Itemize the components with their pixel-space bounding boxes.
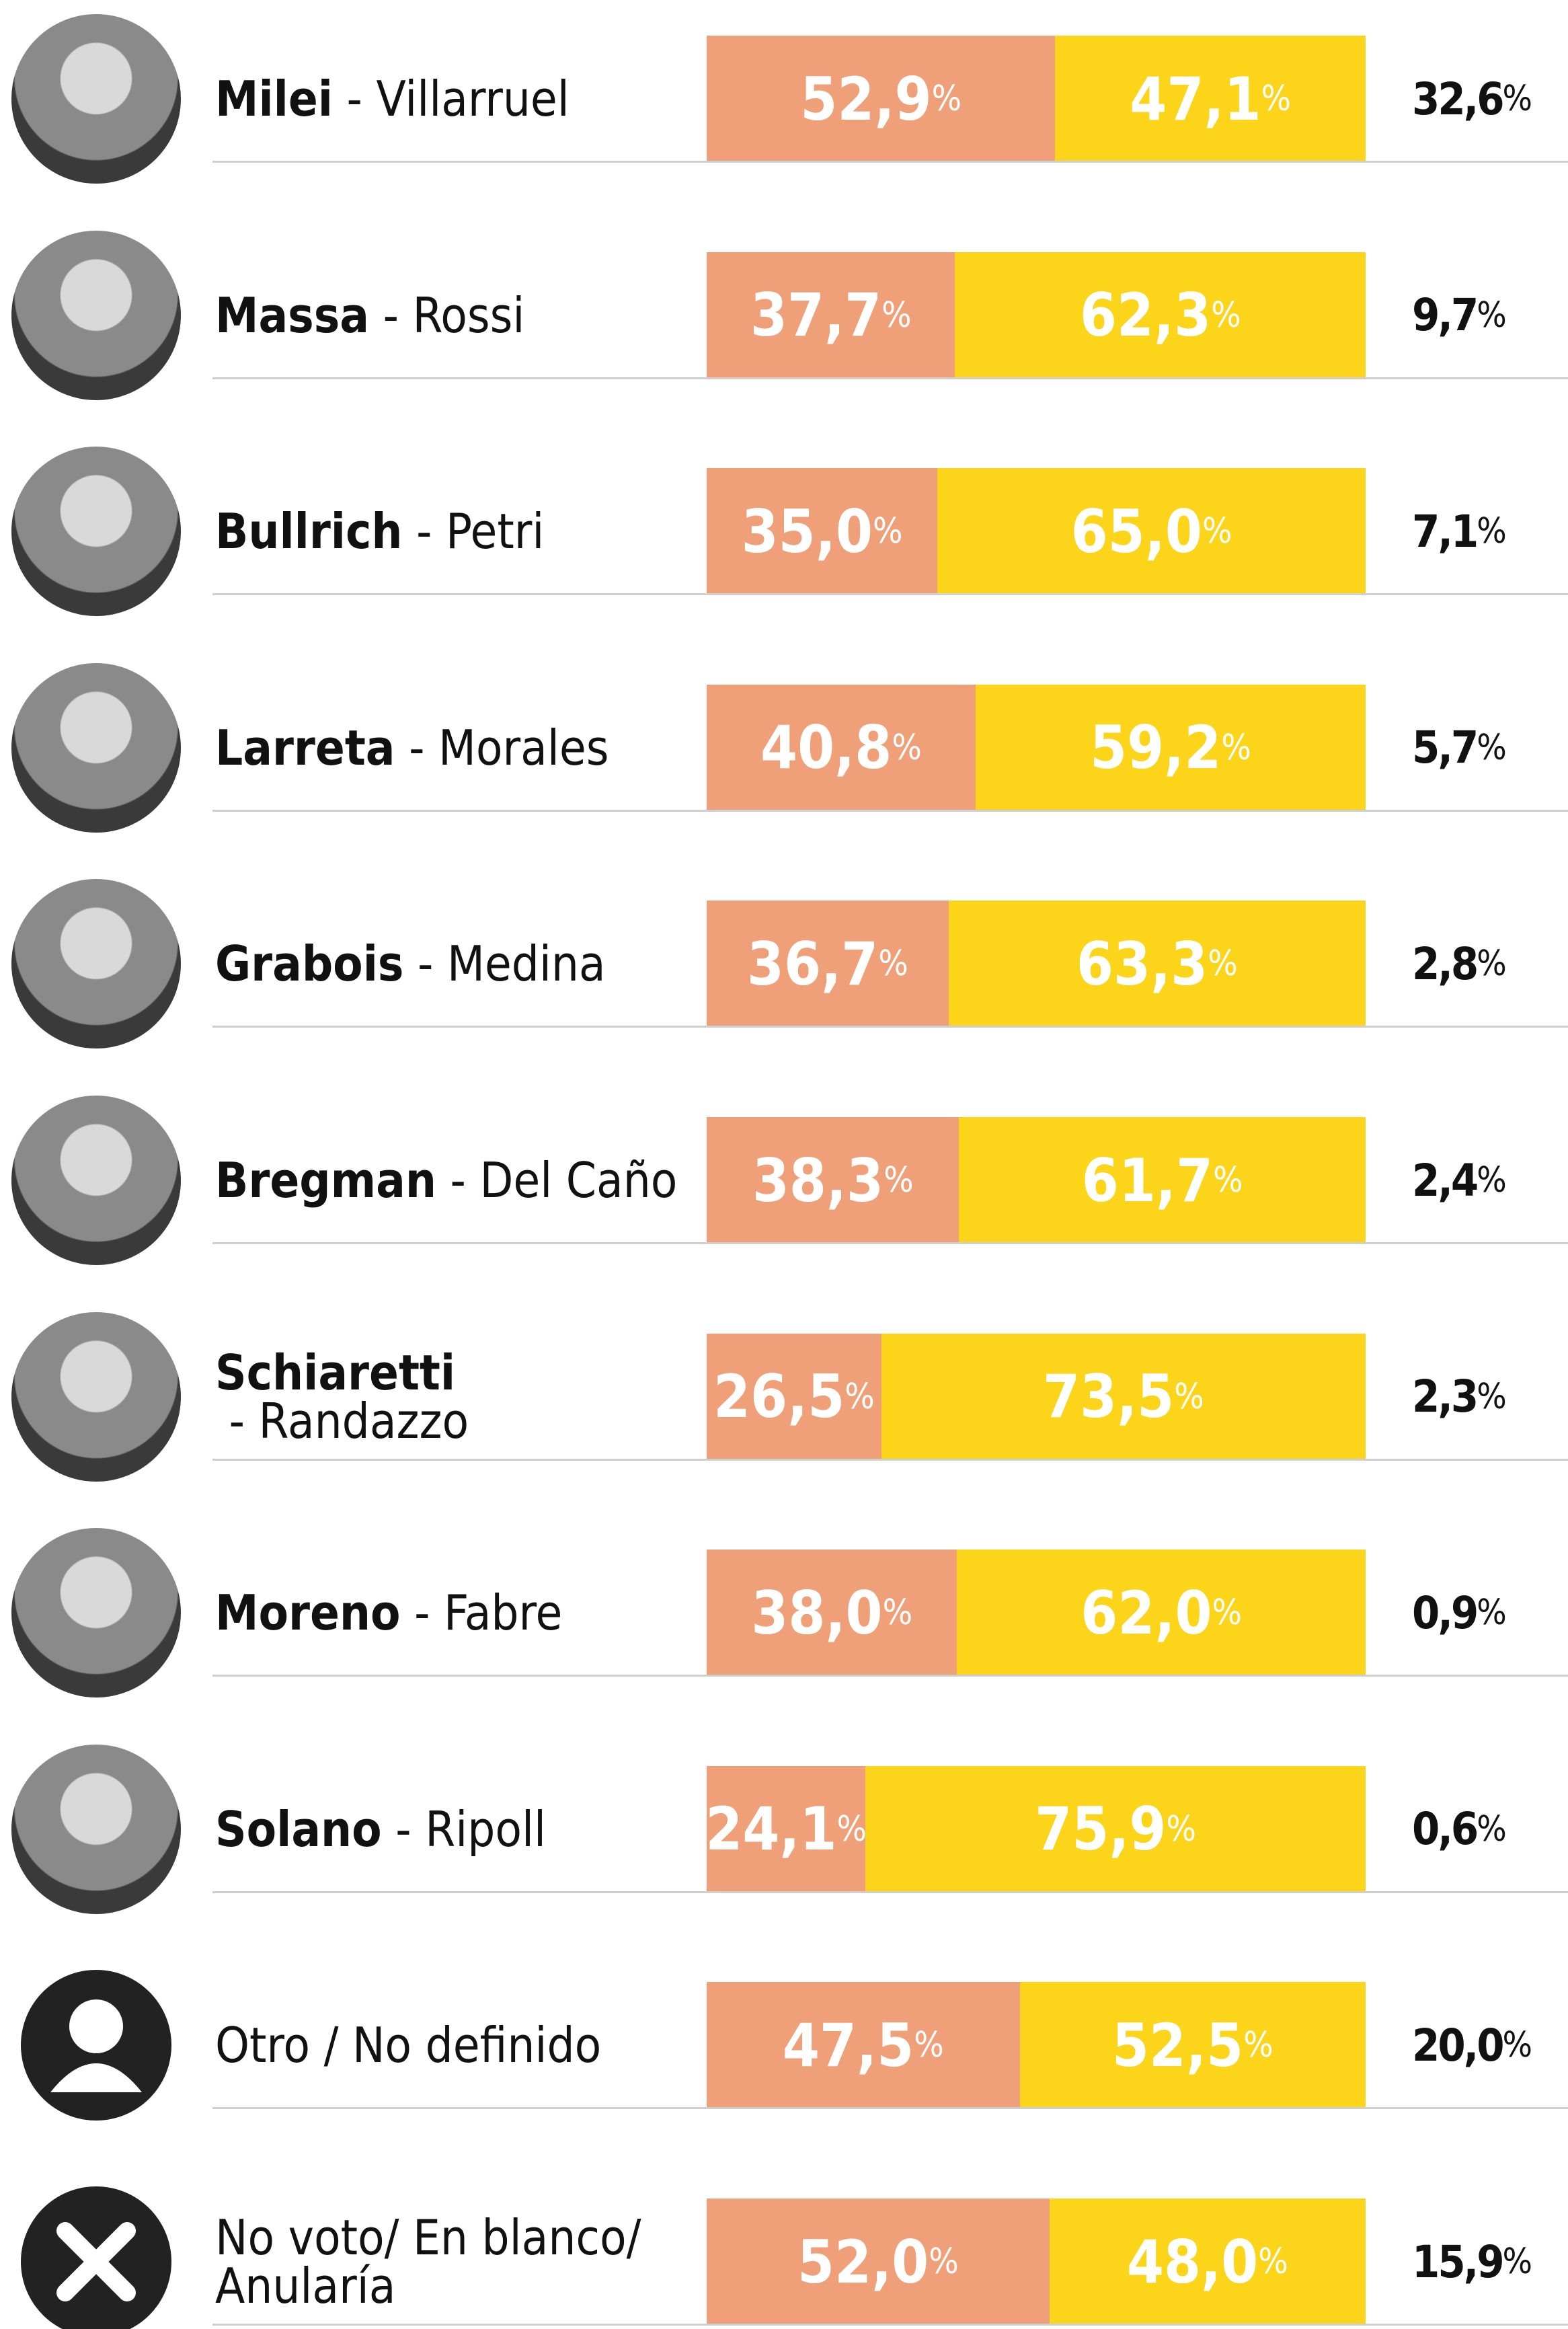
separator	[212, 1891, 1568, 1893]
share-label: 2,3%	[1412, 1334, 1505, 1460]
data-label: 40,8%	[707, 685, 976, 811]
icon-graphic	[11, 2177, 181, 2329]
category-label: Schiaretti - Randazzo	[215, 1334, 699, 1460]
category-label: No voto/ En blanco/ Anularía	[215, 2199, 699, 2325]
category-label: Bullrich - Petri	[215, 468, 699, 595]
icon	[11, 2177, 181, 2329]
separator	[212, 1675, 1568, 1677]
data-label: 47,1%	[1055, 36, 1366, 162]
avatar	[11, 1312, 181, 1482]
data-label: 59,2%	[976, 685, 1366, 811]
icon-graphic	[11, 1960, 181, 2130]
avatar	[11, 231, 181, 400]
data-label: 35,0%	[707, 468, 937, 595]
data-label: 65,0%	[937, 468, 1366, 595]
share-label: 0,9%	[1412, 1550, 1505, 1676]
category-label: Otro / No definido	[215, 1982, 699, 2108]
share-label: 5,7%	[1412, 685, 1505, 811]
data-label: 24,1%	[707, 1766, 865, 1893]
separator	[212, 377, 1568, 379]
avatar	[11, 663, 181, 833]
separator	[212, 1026, 1568, 1028]
share-label: 15,9%	[1412, 2199, 1530, 2325]
share-label: 20,0%	[1412, 1982, 1530, 2108]
data-label: 38,3%	[707, 1117, 959, 1244]
separator	[212, 1242, 1568, 1244]
separator	[212, 161, 1568, 163]
data-label: 73,5%	[881, 1334, 1366, 1460]
data-label: 47,5%	[707, 1982, 1020, 2108]
data-label: 38,0%	[707, 1550, 957, 1676]
avatar	[11, 1528, 181, 1697]
icon	[11, 1960, 181, 2130]
avatar	[11, 879, 181, 1048]
share-label: 9,7%	[1412, 252, 1505, 379]
data-label: 52,9%	[707, 36, 1055, 162]
data-label: 61,7%	[959, 1117, 1366, 1244]
share-label: 2,4%	[1412, 1117, 1505, 1244]
separator	[212, 810, 1568, 812]
avatar	[11, 14, 181, 184]
data-label: 63,3%	[949, 901, 1366, 1027]
share-label: 32,6%	[1412, 36, 1530, 162]
avatar	[11, 1745, 181, 1914]
category-label: Solano - Ripoll	[215, 1766, 699, 1893]
data-label: 62,3%	[955, 252, 1366, 379]
category-label: Massa - Rossi	[215, 252, 699, 379]
avatar	[11, 1096, 181, 1265]
category-label: Moreno - Fabre	[215, 1550, 699, 1676]
data-label: 48,0%	[1050, 2199, 1366, 2325]
data-label: 75,9%	[865, 1766, 1366, 1893]
separator	[212, 2107, 1568, 2109]
separator	[212, 593, 1568, 595]
infographic: Milei - Villarruel52,9%47,1% 32,6% Massa -…	[0, 0, 1568, 2329]
share-label: 2,8%	[1412, 901, 1505, 1027]
category-label: Milei - Villarruel	[215, 36, 699, 162]
category-label: Larreta - Morales	[215, 685, 699, 811]
data-label: 52,0%	[707, 2199, 1050, 2325]
data-label: 36,7%	[707, 901, 949, 1027]
data-label: 26,5%	[707, 1334, 881, 1460]
share-label: 0,6%	[1412, 1766, 1505, 1893]
avatar	[11, 447, 181, 616]
separator	[212, 1459, 1568, 1461]
category-label: Grabois - Medina	[215, 901, 699, 1027]
data-label: 52,5%	[1020, 1982, 1366, 2108]
separator	[212, 2324, 1568, 2326]
share-label: 7,1%	[1412, 468, 1505, 595]
data-label: 37,7%	[707, 252, 955, 379]
data-label: 62,0%	[957, 1550, 1366, 1676]
category-label: Bregman - Del Caño	[215, 1117, 699, 1244]
